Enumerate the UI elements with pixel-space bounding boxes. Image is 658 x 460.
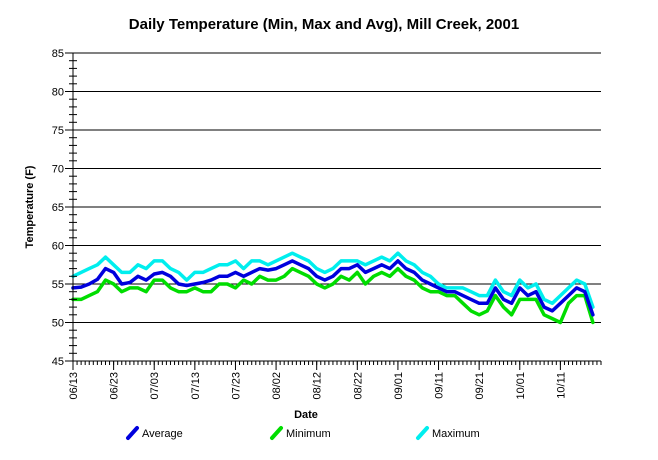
legend: Average Minimum Maximum <box>126 426 480 440</box>
series-line-maximum <box>71 251 595 309</box>
legend-label-minimum: Minimum <box>286 428 331 440</box>
series-line-minimum <box>71 266 595 325</box>
legend-label-average: Average <box>142 428 183 440</box>
gridlines <box>73 52 601 323</box>
y-tick-label: 85 <box>52 48 64 60</box>
x-tick-label: 07/23 <box>230 372 242 400</box>
x-tick-label: 07/13 <box>190 372 202 400</box>
x-tick-label: 09/21 <box>474 372 486 400</box>
y-tick-label: 65 <box>52 202 64 214</box>
legend-label-maximum: Maximum <box>432 428 480 440</box>
y-tick-label: 70 <box>52 164 64 176</box>
x-tick-label: 10/01 <box>515 372 527 400</box>
x-tick-label: 06/23 <box>109 372 121 400</box>
y-tick-label: 50 <box>52 318 64 330</box>
x-tick-label: 08/22 <box>352 372 364 400</box>
x-tick-label: 10/11 <box>555 372 567 399</box>
x-tick-label: 06/13 <box>68 372 80 400</box>
legend-swatch-minimum <box>270 426 283 440</box>
axes: 45 50 55 60 65 70 75 80 85 06/13 06/23 07/03 07/13 07… <box>52 48 602 400</box>
x-tick-label: 09/11 <box>434 372 446 399</box>
x-tick-label: 08/12 <box>312 372 324 400</box>
legend-swatch-maximum <box>416 426 429 440</box>
y-tick-label: 60 <box>52 241 64 253</box>
x-tick-label: 08/02 <box>271 372 283 400</box>
x-tick-label: 09/01 <box>393 372 405 400</box>
y-tick-label: 45 <box>52 356 64 368</box>
y-tick-label: 55 <box>52 279 64 291</box>
series-lines <box>71 251 595 325</box>
x-axis-label: Date <box>294 409 318 421</box>
legend-swatch-average <box>126 426 139 440</box>
series-line-average <box>71 259 595 317</box>
chart-title: Daily Temperature (Min, Max and Avg), Mi… <box>129 16 519 33</box>
x-tick-label: 07/03 <box>149 372 161 400</box>
y-tick-label: 75 <box>52 125 64 137</box>
y-axis-label: Temperature (F) <box>24 165 36 248</box>
y-tick-label: 80 <box>52 87 64 99</box>
